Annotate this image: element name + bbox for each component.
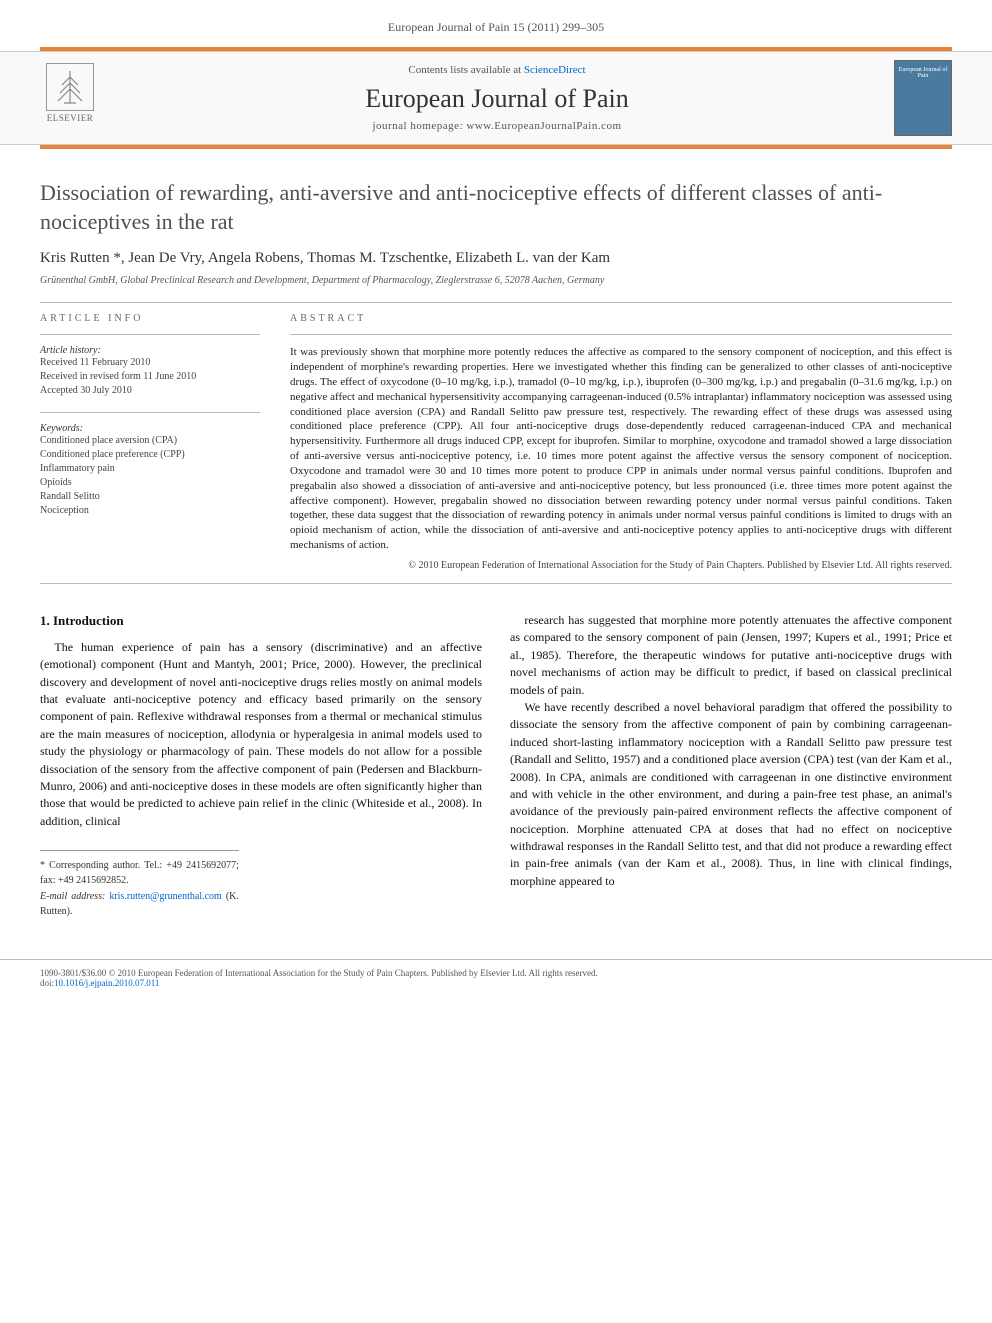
info-divider-1 — [40, 334, 260, 335]
elsevier-tree-icon — [46, 63, 94, 111]
history-label: Article history: — [40, 345, 101, 356]
keyword-4: Randall Selitto — [40, 490, 260, 504]
masthead-center: Contents lists available at ScienceDirec… — [100, 64, 894, 132]
elsevier-wordmark: ELSEVIER — [47, 113, 94, 123]
history-revised: Received in revised form 11 June 2010 — [40, 370, 260, 384]
doi-line: doi:10.1016/j.ejpain.2010.07.011 — [40, 978, 952, 988]
journal-masthead: ELSEVIER Contents lists available at Sci… — [0, 51, 992, 145]
keyword-0: Conditioned place aversion (CPA) — [40, 434, 260, 448]
article-history-block: Article history: Received 11 February 20… — [40, 345, 260, 398]
abstract-divider — [290, 334, 952, 335]
abstract-copyright: © 2010 European Federation of Internatio… — [290, 559, 952, 573]
intro-heading: 1. Introduction — [40, 612, 482, 631]
article-title: Dissociation of rewarding, anti-aversive… — [40, 179, 952, 236]
corresponding-author: * Corresponding author. Tel.: +49 241569… — [40, 859, 239, 888]
left-column: 1. Introduction The human experience of … — [40, 612, 482, 919]
journal-name: European Journal of Pain — [100, 84, 894, 114]
abstract-column: ABSTRACT It was previously shown that mo… — [290, 313, 952, 573]
email-link[interactable]: kris.rutten@grunenthal.com — [109, 891, 222, 902]
citation-text: European Journal of Pain 15 (2011) 299–3… — [388, 20, 604, 34]
issn-copyright: 1090-3801/$36.00 © 2010 European Federat… — [40, 968, 952, 978]
sciencedirect-link[interactable]: ScienceDirect — [524, 64, 586, 76]
page-footer: 1090-3801/$36.00 © 2010 European Federat… — [0, 959, 992, 1008]
two-column-body: 1. Introduction The human experience of … — [40, 612, 952, 919]
running-header: European Journal of Pain 15 (2011) 299–3… — [0, 0, 992, 47]
article-info-column: ARTICLE INFO Article history: Received 1… — [40, 313, 260, 573]
divider-bottom — [40, 583, 952, 584]
abstract-heading: ABSTRACT — [290, 313, 952, 324]
footnotes: * Corresponding author. Tel.: +49 241569… — [40, 850, 239, 919]
keyword-2: Inflammatory pain — [40, 462, 260, 476]
affiliation: Grünenthal GmbH, Global Preclinical Rese… — [40, 275, 952, 286]
contents-line: Contents lists available at ScienceDirec… — [100, 64, 894, 76]
homepage-line: journal homepage: www.EuropeanJournalPai… — [100, 120, 894, 132]
journal-cover-thumb: European Journal of Pain — [894, 60, 952, 136]
keywords-block: Keywords: Conditioned place aversion (CP… — [40, 423, 260, 518]
abstract-text: It was previously shown that morphine mo… — [290, 345, 952, 553]
info-divider-2 — [40, 412, 260, 413]
divider-top — [40, 302, 952, 303]
keywords-label: Keywords: — [40, 423, 83, 434]
elsevier-logo: ELSEVIER — [40, 63, 100, 133]
keyword-5: Nociception — [40, 504, 260, 518]
info-abstract-row: ARTICLE INFO Article history: Received 1… — [40, 313, 952, 573]
info-heading: ARTICLE INFO — [40, 313, 260, 324]
masthead-left: ELSEVIER — [40, 63, 100, 133]
history-received: Received 11 February 2010 — [40, 356, 260, 370]
homepage-url: www.EuropeanJournalPain.com — [466, 120, 621, 132]
history-accepted: Accepted 30 July 2010 — [40, 384, 260, 398]
article-body: Dissociation of rewarding, anti-aversive… — [0, 149, 992, 939]
keyword-1: Conditioned place preference (CPP) — [40, 448, 260, 462]
keyword-3: Opioids — [40, 476, 260, 490]
right-column: research has suggested that morphine mor… — [510, 612, 952, 919]
col2-para-1: research has suggested that morphine mor… — [510, 612, 952, 699]
email-line: E-mail address: kris.rutten@grunenthal.c… — [40, 890, 239, 919]
col2-para-2: We have recently described a novel behav… — [510, 699, 952, 890]
intro-para-1: The human experience of pain has a senso… — [40, 639, 482, 830]
doi-link[interactable]: 10.1016/j.ejpain.2010.07.011 — [54, 978, 159, 988]
author-list: Kris Rutten *, Jean De Vry, Angela Roben… — [40, 250, 952, 267]
